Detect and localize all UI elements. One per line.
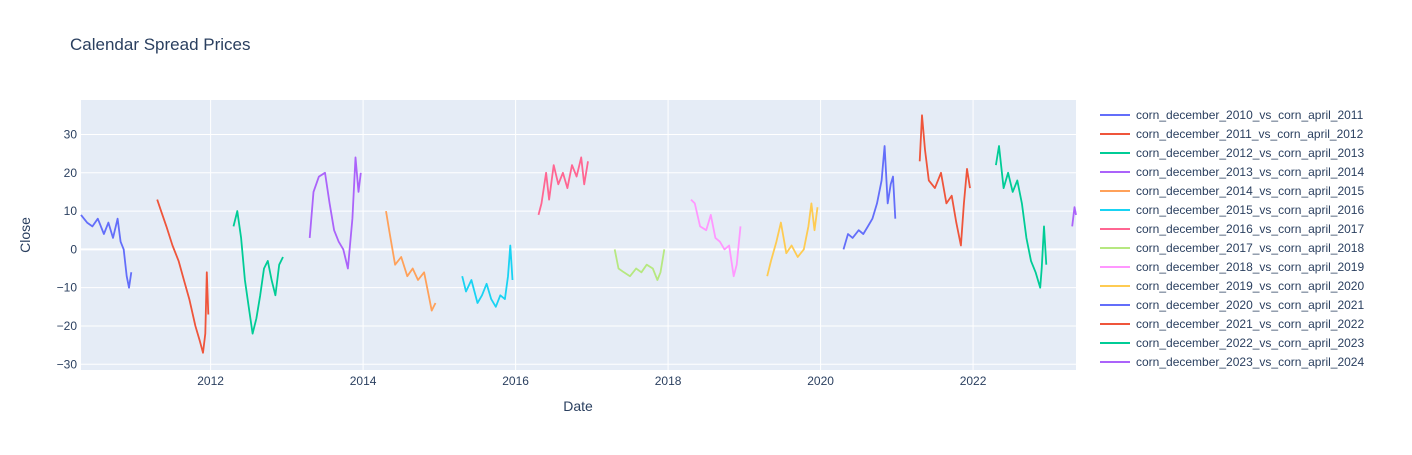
legend-item[interactable]: corn_december_2020_vs_corn_april_2021 xyxy=(1100,298,1364,312)
series-line xyxy=(80,214,133,289)
series-lines xyxy=(80,114,1077,354)
x-tick-label: 2022 xyxy=(960,374,987,388)
legend-item[interactable]: corn_december_2019_vs_corn_april_2020 xyxy=(1100,279,1364,293)
y-tick-label: −10 xyxy=(57,281,78,295)
legend-item[interactable]: corn_december_2015_vs_corn_april_2016 xyxy=(1100,203,1364,217)
series-line xyxy=(385,210,437,312)
legend-label: corn_december_2015_vs_corn_april_2016 xyxy=(1136,203,1364,217)
legend-label: corn_december_2022_vs_corn_april_2023 xyxy=(1136,336,1364,350)
legend-item[interactable]: corn_december_2012_vs_corn_april_2013 xyxy=(1100,146,1364,160)
legend-label: corn_december_2011_vs_corn_april_2012 xyxy=(1136,127,1364,141)
legend-label: corn_december_2021_vs_corn_april_2022 xyxy=(1136,317,1364,331)
legend-item[interactable]: corn_december_2010_vs_corn_april_2011 xyxy=(1100,108,1364,122)
legend-label: corn_december_2013_vs_corn_april_2014 xyxy=(1136,165,1364,179)
legend-label: corn_december_2023_vs_corn_april_2024 xyxy=(1136,355,1364,369)
legend-label: corn_december_2019_vs_corn_april_2020 xyxy=(1136,279,1364,293)
y-tick-label: 10 xyxy=(64,204,78,218)
series-line xyxy=(156,199,210,354)
series-line xyxy=(232,210,284,335)
y-axis-ticks: −30 −20 −10 0 10 20 30 xyxy=(57,127,78,371)
legend-item[interactable]: corn_december_2023_vs_corn_april_2024 xyxy=(1100,355,1364,369)
series-line xyxy=(995,145,1048,289)
legend: corn_december_2010_vs_corn_april_2011cor… xyxy=(1100,108,1364,369)
series-line xyxy=(537,156,589,216)
series-line xyxy=(613,249,666,281)
plot-area xyxy=(81,100,1076,370)
legend-item[interactable]: corn_december_2021_vs_corn_april_2022 xyxy=(1100,317,1364,331)
x-tick-label: 2012 xyxy=(197,374,224,388)
legend-item[interactable]: corn_december_2011_vs_corn_april_2012 xyxy=(1100,127,1364,141)
gridlines xyxy=(81,100,1076,370)
legend-label: corn_december_2014_vs_corn_april_2015 xyxy=(1136,184,1364,198)
y-tick-label: 0 xyxy=(70,242,77,256)
x-axis-label: Date xyxy=(563,398,593,414)
x-tick-label: 2018 xyxy=(655,374,682,388)
x-tick-label: 2016 xyxy=(502,374,529,388)
series-line xyxy=(308,156,362,270)
legend-label: corn_december_2012_vs_corn_april_2013 xyxy=(1136,146,1364,160)
legend-label: corn_december_2010_vs_corn_april_2011 xyxy=(1136,108,1364,122)
y-tick-label: −30 xyxy=(57,357,78,371)
y-tick-label: 20 xyxy=(64,166,78,180)
legend-item[interactable]: corn_december_2014_vs_corn_april_2015 xyxy=(1100,184,1364,198)
y-tick-label: 30 xyxy=(64,127,78,141)
legend-item[interactable]: corn_december_2022_vs_corn_april_2023 xyxy=(1100,336,1364,350)
legend-label: corn_december_2016_vs_corn_april_2017 xyxy=(1136,222,1364,236)
x-axis-ticks: 2012 2014 2016 2018 2020 2022 xyxy=(197,374,986,388)
series-line xyxy=(461,244,514,308)
x-tick-label: 2020 xyxy=(807,374,834,388)
legend-item[interactable]: corn_december_2017_vs_corn_april_2018 xyxy=(1100,241,1364,255)
series-line xyxy=(766,202,819,277)
legend-label: corn_december_2018_vs_corn_april_2019 xyxy=(1136,260,1364,274)
legend-item[interactable]: corn_december_2013_vs_corn_april_2014 xyxy=(1100,165,1364,179)
legend-label: corn_december_2020_vs_corn_april_2021 xyxy=(1136,298,1364,312)
series-line xyxy=(842,145,897,250)
legend-item[interactable]: corn_december_2018_vs_corn_april_2019 xyxy=(1100,260,1364,274)
y-axis-label: Close xyxy=(17,217,33,253)
series-line xyxy=(1071,206,1077,227)
y-tick-label: −20 xyxy=(57,319,78,333)
legend-item[interactable]: corn_december_2016_vs_corn_april_2017 xyxy=(1100,222,1364,236)
chart-title: Calendar Spread Prices xyxy=(70,35,250,54)
series-line xyxy=(918,114,971,247)
series-line xyxy=(690,198,742,278)
legend-label: corn_december_2017_vs_corn_april_2018 xyxy=(1136,241,1364,255)
x-tick-label: 2014 xyxy=(350,374,377,388)
